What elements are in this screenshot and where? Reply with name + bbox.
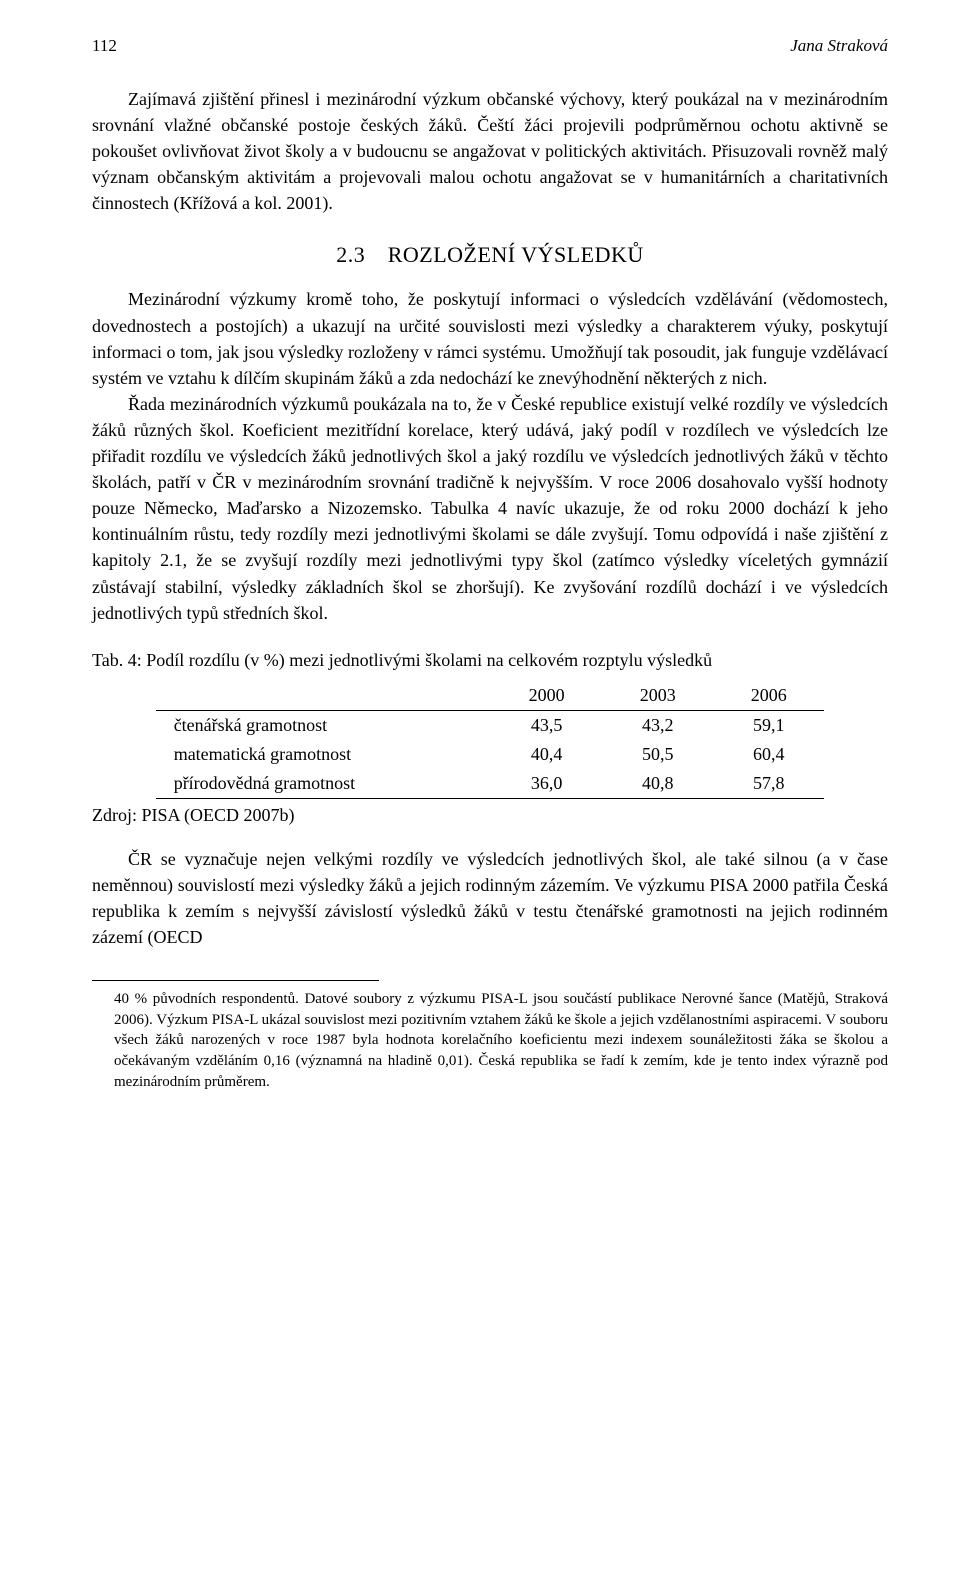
table-caption: Tab. 4: Podíl rozdílu (v %) mezi jednotl…: [92, 650, 888, 671]
paragraph-3: Řada mezinárodních výzkumů poukázala na …: [92, 391, 888, 626]
table-cell: 43,5: [491, 710, 602, 740]
footnote: 40 % původních respondentů. Datové soubo…: [114, 989, 888, 1092]
table-header-cell: 2006: [713, 681, 824, 711]
page-number: 112: [92, 36, 117, 56]
table-row: přírodovědná gramotnost 36,0 40,8 57,8: [156, 769, 825, 799]
paragraph-4: ČR se vyznačuje nejen velkými rozdíly ve…: [92, 846, 888, 950]
table-cell: přírodovědná gramotnost: [156, 769, 491, 799]
table-cell: 59,1: [713, 710, 824, 740]
table-header-cell: 2003: [602, 681, 713, 711]
footnote-separator: [92, 980, 379, 981]
table-cell: čtenářská gramotnost: [156, 710, 491, 740]
results-table: 2000 2003 2006 čtenářská gramotnost 43,5…: [156, 681, 825, 799]
paragraph-2: Mezinárodní výzkumy kromě toho, že posky…: [92, 286, 888, 390]
table-cell: 36,0: [491, 769, 602, 799]
table-cell: 40,4: [491, 740, 602, 769]
table-row: čtenářská gramotnost 43,5 43,2 59,1: [156, 710, 825, 740]
table-header-cell: 2000: [491, 681, 602, 711]
table-row: matematická gramotnost 40,4 50,5 60,4: [156, 740, 825, 769]
table-cell: 43,2: [602, 710, 713, 740]
table-cell: matematická gramotnost: [156, 740, 491, 769]
table-cell: 60,4: [713, 740, 824, 769]
table-source: Zdroj: PISA (OECD 2007b): [92, 805, 888, 826]
section-heading: 2.3 ROZLOŽENÍ VÝSLEDKŮ: [92, 242, 888, 268]
paragraph-1: Zajímavá zjištění přinesl i mezinárodní …: [92, 86, 888, 216]
table-header-row: 2000 2003 2006: [156, 681, 825, 711]
table-cell: 50,5: [602, 740, 713, 769]
table-header-cell: [156, 681, 491, 711]
table-cell: 57,8: [713, 769, 824, 799]
author-name: Jana Straková: [790, 36, 888, 56]
table-cell: 40,8: [602, 769, 713, 799]
page-header: 112 Jana Straková: [92, 36, 888, 56]
